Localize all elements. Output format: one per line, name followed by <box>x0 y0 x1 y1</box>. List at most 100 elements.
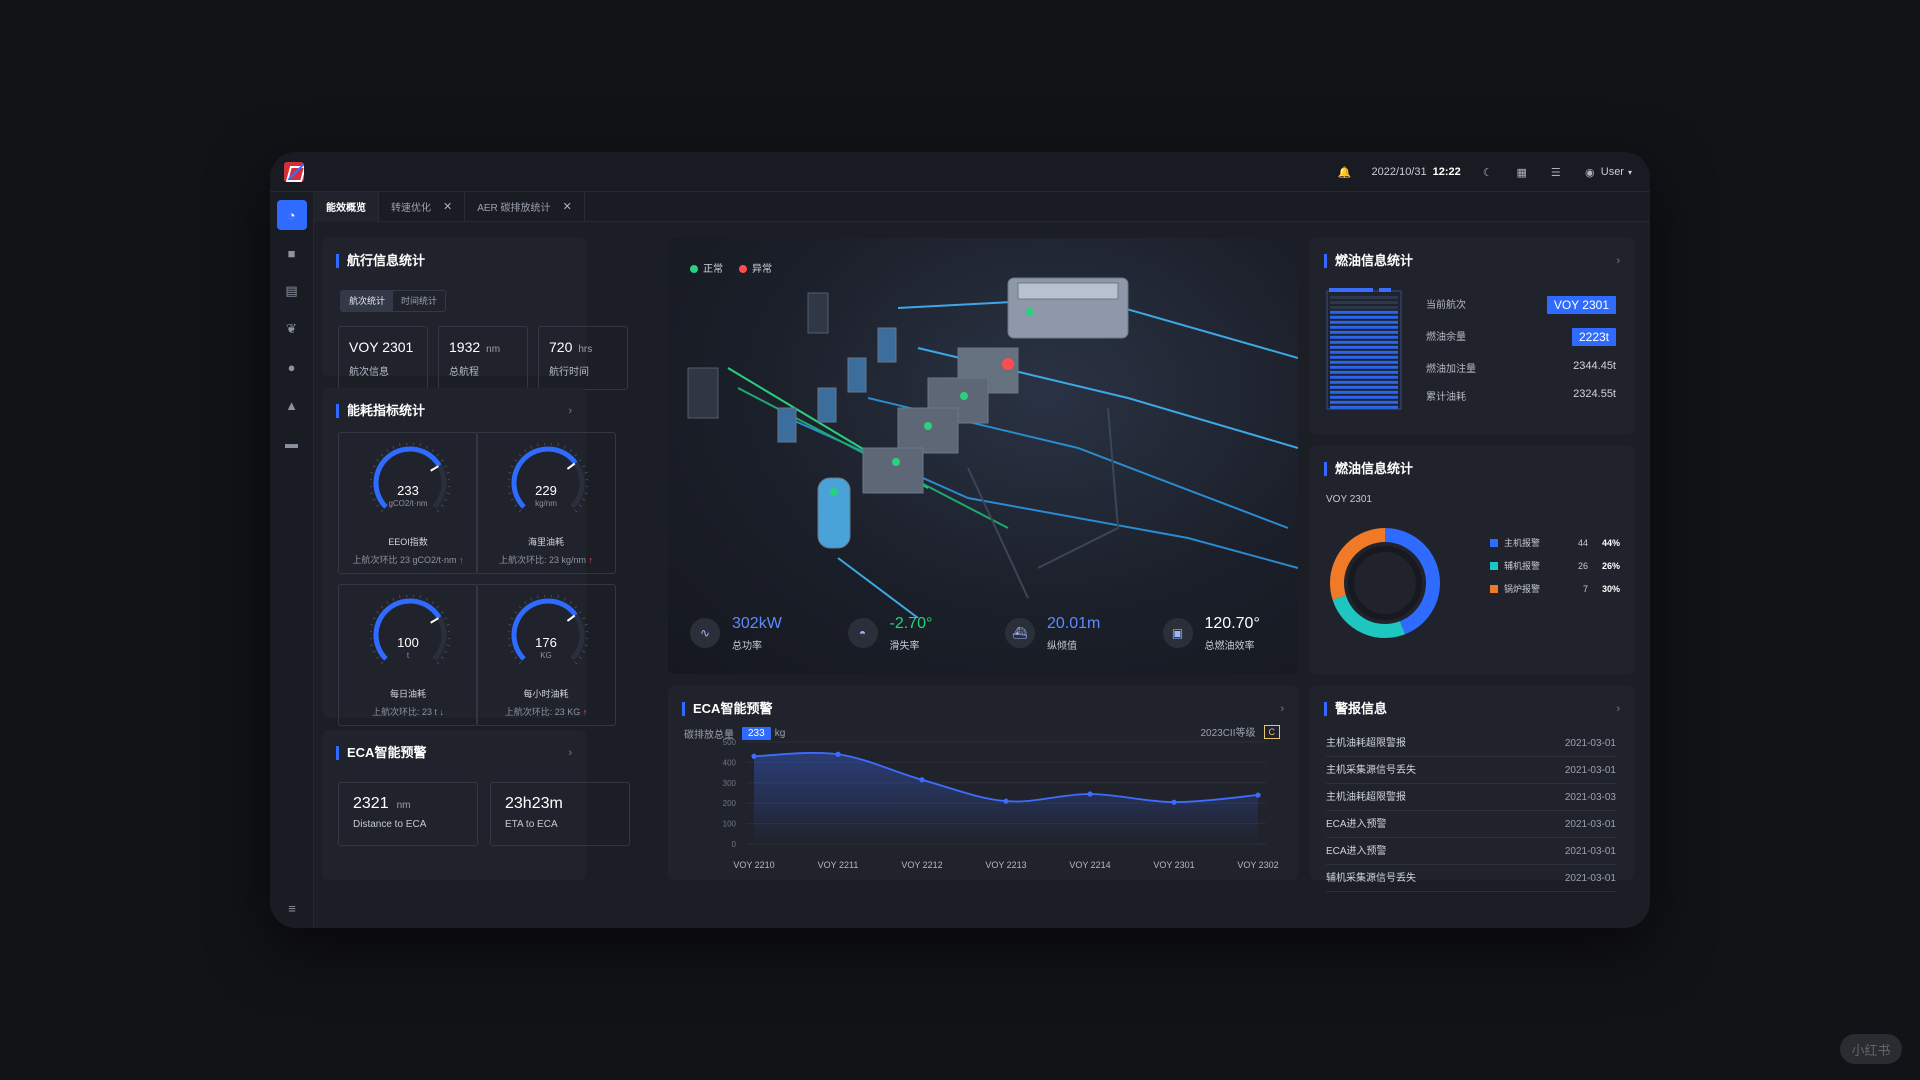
video-icon: ■ <box>287 245 296 261</box>
tab-energy-overview[interactable]: 能效概览 <box>314 191 379 222</box>
alarm-text: 主机采集源信号丢失 <box>1326 765 1416 776</box>
alarms-panel: 警报信息 › 主机油耗超限警报 2021-03-01 主机采集源信号丢失 2021-0… <box>1310 686 1634 892</box>
moon-icon[interactable]: ☾ <box>1482 166 1493 179</box>
tab-bar: 能效概览 转速优化 ✕ AER 碳排放统计 ✕ <box>314 191 1650 222</box>
sidebar: ◔ ■ ▤ ❦ ● ▲ ▬ ≡ <box>270 192 314 928</box>
data-point[interactable] <box>1087 791 1093 797</box>
data-point[interactable] <box>1255 792 1261 798</box>
segment-time[interactable]: 时间统计 <box>401 296 438 306</box>
gauge-card: 100 t 每日油耗 上航次环比: 23 t ↓ <box>338 584 478 726</box>
donut-slice-boiler <box>1330 528 1440 638</box>
bell-icon[interactable]: 🔔 <box>1337 166 1352 179</box>
sidebar-item-monitor[interactable]: ▬ <box>277 428 307 458</box>
user-menu[interactable]: ◉ User ▾ <box>1583 165 1632 179</box>
grid-icon[interactable]: ▦ <box>1516 166 1527 179</box>
pie-chart-icon: ◔ <box>287 207 296 223</box>
list-icon[interactable]: ☰ <box>1550 166 1561 179</box>
x-tick-label: VOY 2210 <box>733 860 774 870</box>
alarm-text: 辅机采集源信号丢失 <box>1326 873 1416 884</box>
gauge-value: 229 <box>535 483 557 498</box>
alarm-date: 2021-03-01 <box>1564 819 1616 830</box>
chevron-right-icon[interactable]: › <box>568 405 572 417</box>
panel-title: 能耗指标统计 <box>336 404 425 418</box>
alarm-row[interactable]: ECA进入预警 2021-03-01 <box>1326 838 1616 865</box>
sidebar-item-fire[interactable]: ● <box>277 352 307 382</box>
sidebar-item-eco[interactable]: ❦ <box>277 314 307 344</box>
data-point[interactable] <box>1003 798 1009 804</box>
gauge-value: 233 <box>397 483 419 498</box>
alarm-text: ECA进入预警 <box>1326 846 1387 857</box>
panel-title: ECA智能预警 <box>682 702 772 716</box>
chevron-right-icon[interactable]: › <box>1280 703 1284 715</box>
eca-distance: 2321 nm Distance to ECA <box>338 782 478 846</box>
engine-room-view: 正常 异常 <box>668 238 1298 674</box>
close-icon[interactable]: ✕ <box>562 201 572 213</box>
x-tick-label: VOY 2211 <box>818 860 859 870</box>
alarm-donut-chart <box>1330 528 1440 638</box>
alarm-row[interactable]: 主机油耗超限警报 2021-03-03 <box>1326 784 1616 811</box>
gauge-dial <box>508 443 588 513</box>
legend-main-engine: 主机报警 44 44% <box>1490 536 1620 549</box>
eca-chart-panel: ECA智能预警 › 碳排放总量 233 kg 2023CII等级 C 500 40… <box>668 686 1298 880</box>
tab-aer-carbon[interactable]: AER 碳排放统计 ✕ <box>465 191 585 222</box>
chevron-down-icon: ▾ <box>1627 167 1632 177</box>
alarm-list: 主机油耗超限警报 2021-03-01 主机采集源信号丢失 2021-03-01 主机油… <box>1326 730 1616 892</box>
close-icon[interactable]: ✕ <box>443 201 453 213</box>
trend-arrow-icon: ↑ <box>459 555 464 565</box>
segment-voyage[interactable]: 航次统计 <box>341 291 394 311</box>
alarm-row[interactable]: 主机采集源信号丢失 2021-03-01 <box>1326 757 1616 784</box>
x-tick-label: VOY 2301 <box>1153 860 1194 870</box>
tab-speed-optimization[interactable]: 转速优化 ✕ <box>379 191 466 222</box>
kpi-fuel-efficiency: ▣ 120.70° 总燃油效率 <box>1141 608 1299 658</box>
panel-title: 警报信息 <box>1324 702 1387 716</box>
app-logo <box>284 162 304 182</box>
alarm-text: ECA进入预警 <box>1326 819 1387 830</box>
data-point[interactable] <box>919 777 925 783</box>
gauge-label: 每日油耗 <box>389 689 426 699</box>
x-tick-label: VOY 2302 <box>1237 860 1278 870</box>
legend-normal: 正常 <box>690 260 723 275</box>
watermark-logo: 小红书 <box>1840 1034 1902 1064</box>
alarm-distribution-panel: 燃油信息统计 VOY 2301 主机报警 44 44% 辅机报警 26 26% 锅炉报警… <box>1310 446 1634 674</box>
sidebar-item-overview[interactable]: ◔ <box>276 200 307 230</box>
chevron-right-icon[interactable]: › <box>568 747 572 759</box>
gauge-compare: 上航次环比: 23 KG ↑ <box>504 707 588 717</box>
cii-grade: 2023CII等级 C <box>1200 724 1280 739</box>
alarm-row[interactable]: 辅机采集源信号丢失 2021-03-01 <box>1326 865 1616 892</box>
sidebar-item-report[interactable]: ▤ <box>277 276 307 306</box>
y-tick-label: 400 <box>723 758 737 767</box>
kpi-trim: ⛴ 20.01m 纵倾值 <box>983 608 1141 658</box>
stat-hours: 720 hrs 航行时间 <box>538 326 628 390</box>
donut-slice-aux <box>1330 528 1440 638</box>
sidebar-item-alarm[interactable]: ▲ <box>277 390 307 420</box>
chevron-right-icon[interactable]: › <box>1616 703 1620 715</box>
gauge-label: EEOI指数 <box>388 537 428 547</box>
app-window: 🔔 2022/10/31 12:22 ☾ ▦ ☰ ◉ User ▾ ◔ ■ ▤ ❦ ●… <box>270 152 1650 928</box>
trend-arrow-icon: ↑ <box>588 555 594 565</box>
sidebar-item-video[interactable]: ■ <box>277 238 307 268</box>
fuel-panel: 燃油信息统计 › 当前航次 VOY 2301 燃油余量 2223t 燃油加注量 234… <box>1310 238 1634 434</box>
alarm-date: 2021-03-01 <box>1564 765 1616 776</box>
alarm-text: 主机油耗超限警报 <box>1326 792 1406 803</box>
x-tick-label: VOY 2213 <box>985 860 1026 870</box>
legend-abnormal: 异常 <box>739 260 772 275</box>
gauge-card: 233 gCO2/t·nm EEOI指数 上航次环比 23 gCO2/t·nm … <box>338 432 478 574</box>
alarm-date: 2021-03-01 <box>1564 873 1616 884</box>
collapse-menu-icon[interactable]: ≡ <box>288 900 296 916</box>
gauge-unit: gCO2/t·nm <box>388 499 428 508</box>
gauge-compare: 上航次环比: 23 kg/nm ↑ <box>498 555 594 565</box>
gauge-value: 176 <box>535 635 557 650</box>
alarm-row[interactable]: ECA进入预警 2021-03-01 <box>1326 811 1616 838</box>
data-point[interactable] <box>751 753 757 759</box>
panel-title: 燃油信息统计 <box>1324 462 1413 476</box>
chevron-right-icon[interactable]: › <box>1616 255 1620 267</box>
trend-arrow-icon: ↓ <box>439 707 445 717</box>
stat-voyage: VOY 2301 航次信息 <box>338 326 428 390</box>
alarm-row[interactable]: 主机油耗超限警报 2021-03-01 <box>1326 730 1616 757</box>
gauge-icon: ◓ <box>847 618 878 648</box>
engine-room-illustration <box>687 277 1298 618</box>
drop-icon: ● <box>287 359 296 375</box>
data-point[interactable] <box>1171 799 1177 805</box>
data-point[interactable] <box>835 751 841 757</box>
y-tick-label: 500 <box>723 738 737 747</box>
